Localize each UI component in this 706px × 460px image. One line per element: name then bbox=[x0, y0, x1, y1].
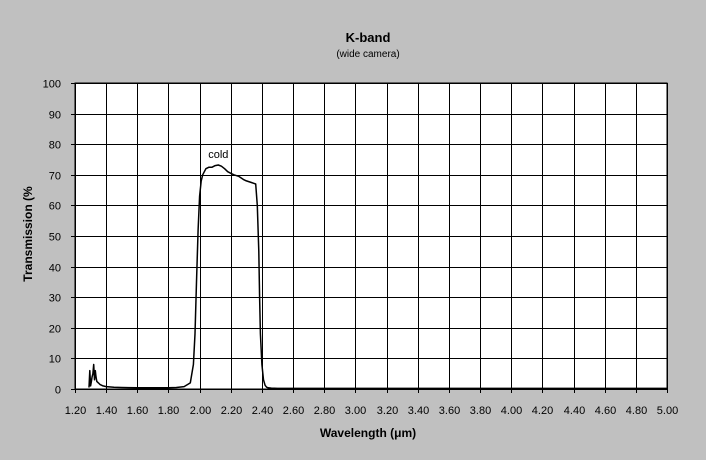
y-tick-label: 0 bbox=[55, 385, 61, 397]
x-tick-label: 3.20 bbox=[377, 405, 398, 417]
x-tick-label: 4.60 bbox=[595, 405, 616, 417]
x-tick-label: 4.00 bbox=[501, 405, 522, 417]
x-tick-label: 4.80 bbox=[626, 405, 647, 417]
y-tick-label: 40 bbox=[49, 263, 61, 275]
transmission-line bbox=[88, 164, 667, 390]
x-axis-label: Wavelength (μm) bbox=[320, 426, 416, 440]
x-tick-label: 3.40 bbox=[408, 405, 429, 417]
x-tick-label: 1.60 bbox=[127, 405, 148, 417]
x-tick-label: 4.20 bbox=[532, 405, 553, 417]
x-tick-label: 2.80 bbox=[314, 405, 335, 417]
x-tick-label: 2.20 bbox=[221, 405, 242, 417]
cold-annotation: cold bbox=[208, 149, 228, 161]
y-tick-label: 70 bbox=[49, 171, 61, 183]
x-tick-label: 3.00 bbox=[345, 405, 366, 417]
x-tick-label: 2.60 bbox=[283, 405, 304, 417]
y-tick-label: 20 bbox=[49, 324, 61, 336]
x-tick-label: 3.60 bbox=[439, 405, 460, 417]
y-tick-label: 10 bbox=[49, 354, 61, 366]
x-tick-label: 2.40 bbox=[252, 405, 273, 417]
chart-title: K-band bbox=[346, 30, 391, 45]
y-tick-label: 60 bbox=[49, 201, 61, 213]
x-tick-label: 4.40 bbox=[564, 405, 585, 417]
x-tick-label: 1.20 bbox=[65, 405, 86, 417]
y-tick-label: 30 bbox=[49, 293, 61, 305]
y-tick-label: 100 bbox=[43, 79, 61, 91]
y-tick-label: 80 bbox=[49, 140, 61, 152]
x-tick-label: 1.80 bbox=[158, 405, 179, 417]
y-tick-label: 50 bbox=[49, 232, 61, 244]
chart-subtitle: (wide camera) bbox=[336, 49, 399, 60]
x-tick-label: 3.80 bbox=[470, 405, 491, 417]
x-tick-label: 2.00 bbox=[190, 405, 211, 417]
y-axis-label: Transmission (% bbox=[21, 186, 35, 282]
x-tick-label: 5.00 bbox=[657, 405, 678, 417]
x-tick-label: 1.40 bbox=[96, 405, 117, 417]
y-tick-label: 90 bbox=[49, 110, 61, 122]
